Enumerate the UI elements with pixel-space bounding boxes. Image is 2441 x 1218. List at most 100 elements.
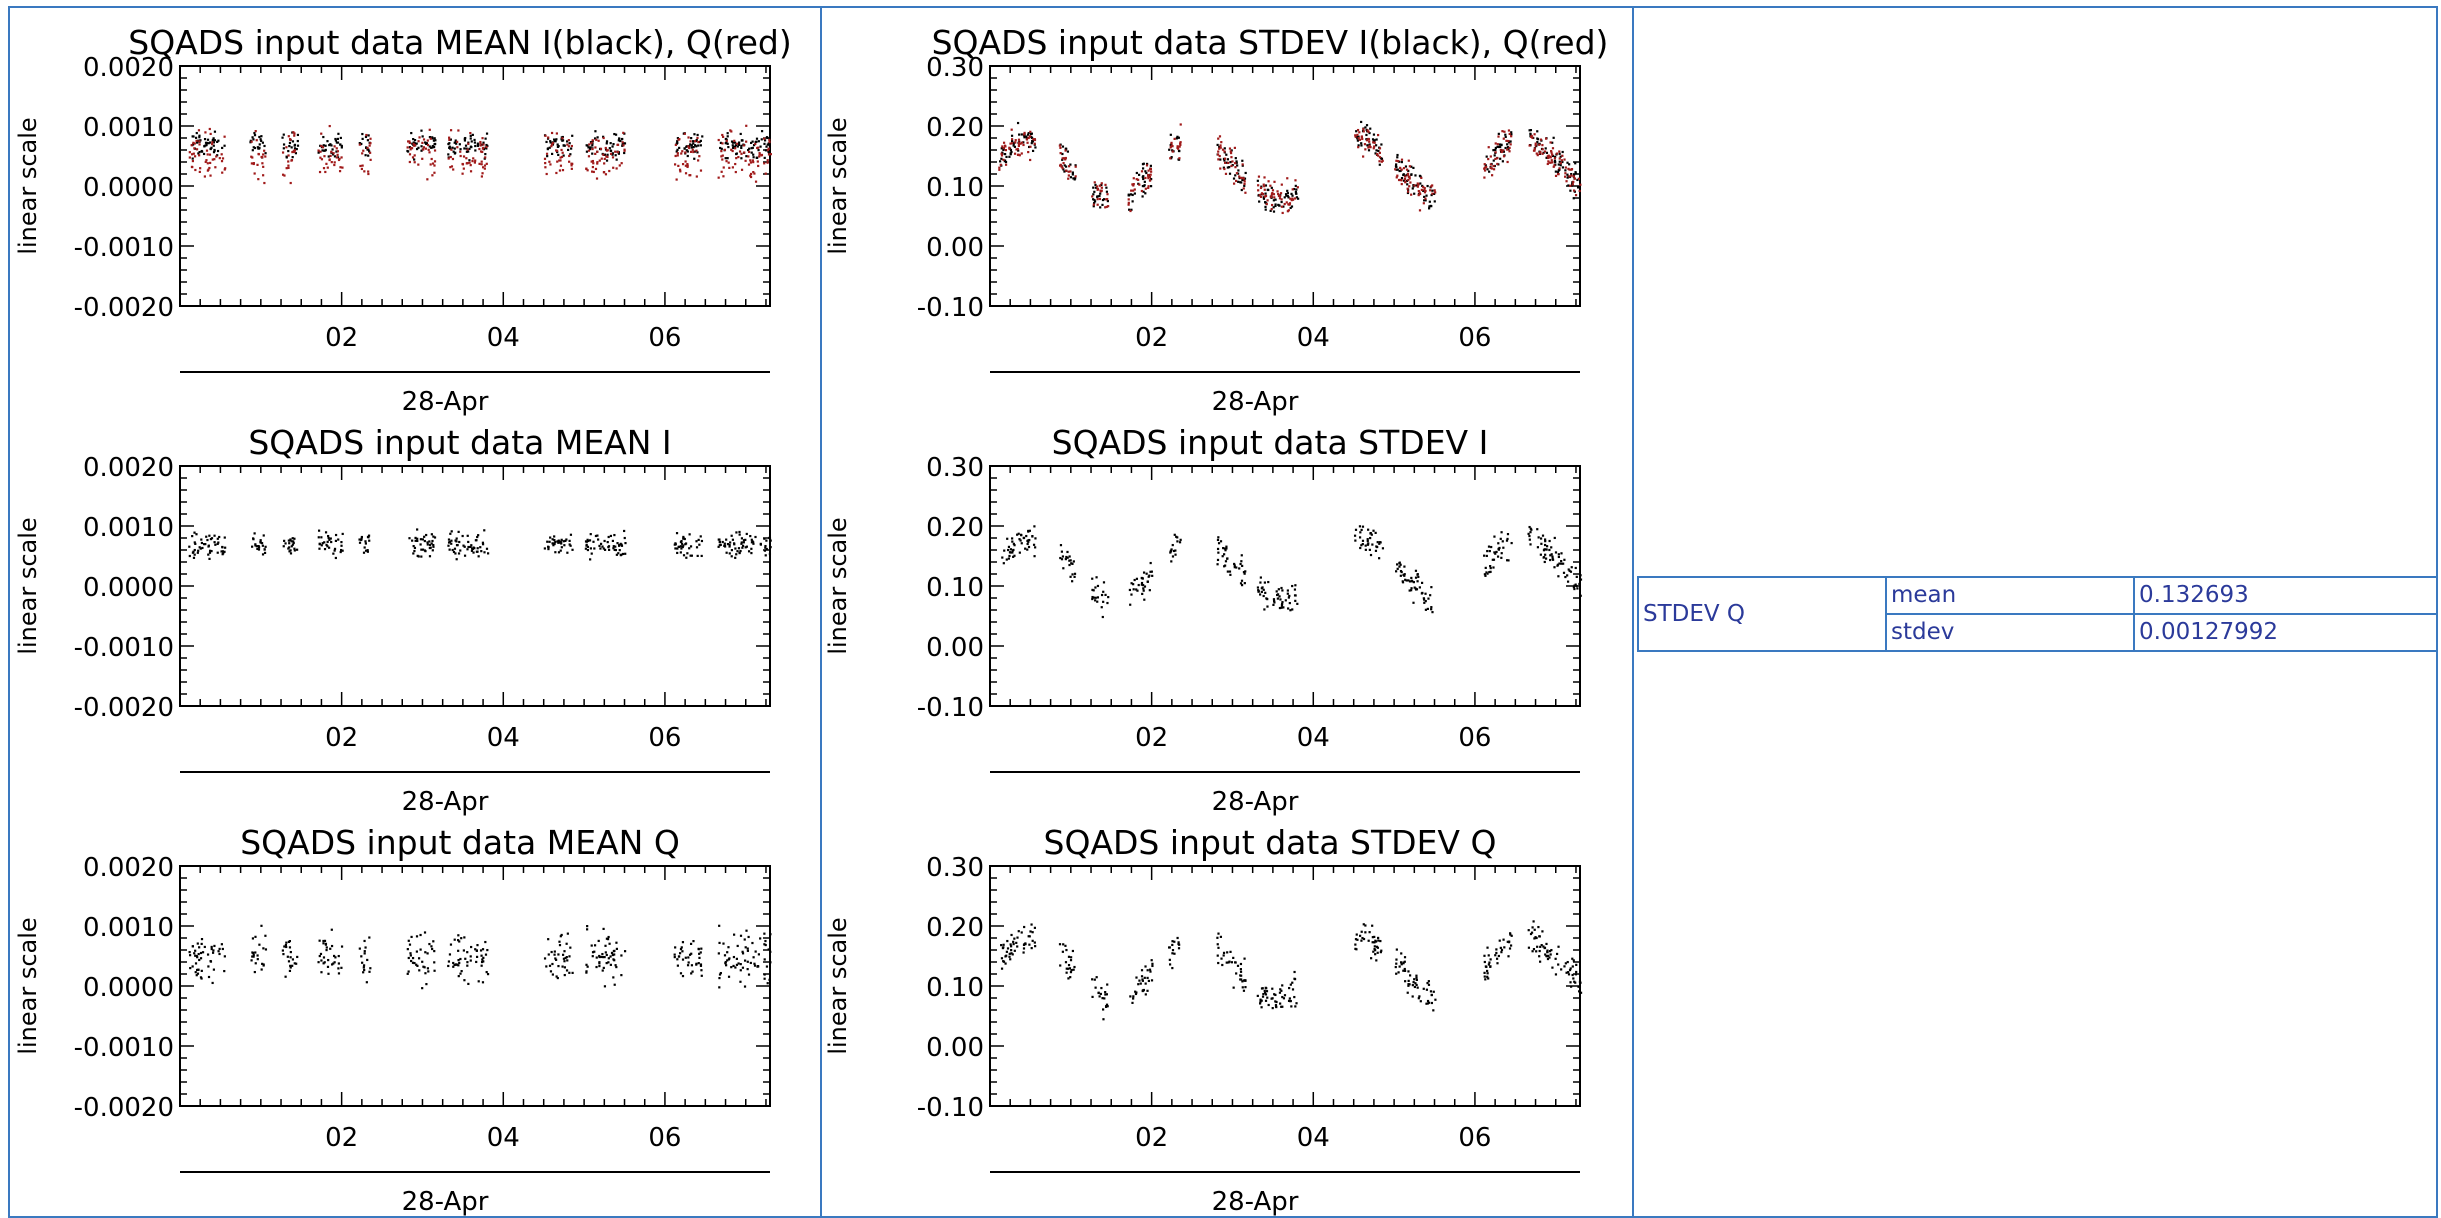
data-point bbox=[458, 540, 461, 544]
data-point bbox=[690, 972, 693, 975]
data-point bbox=[1149, 185, 1153, 188]
data-point bbox=[424, 951, 427, 954]
data-point bbox=[454, 151, 457, 154]
data-point bbox=[1410, 193, 1413, 196]
data-point bbox=[364, 542, 367, 545]
y-tick-label: 0.10 bbox=[926, 973, 984, 1003]
data-point bbox=[720, 147, 723, 150]
data-point bbox=[1398, 169, 1401, 173]
data-point bbox=[421, 548, 425, 551]
data-point bbox=[408, 141, 411, 145]
data-point bbox=[737, 547, 741, 550]
data-point bbox=[1485, 165, 1488, 169]
data-point bbox=[1289, 999, 1292, 1003]
data-point bbox=[467, 141, 470, 144]
data-point bbox=[337, 132, 340, 135]
data-point bbox=[431, 174, 434, 177]
data-point bbox=[725, 964, 728, 967]
data-point bbox=[361, 137, 364, 140]
data-point bbox=[757, 146, 760, 149]
data-point bbox=[1575, 584, 1578, 588]
data-point bbox=[676, 154, 679, 157]
data-point bbox=[699, 169, 703, 172]
data-point bbox=[1415, 983, 1418, 987]
data-point bbox=[1070, 969, 1073, 972]
data-point bbox=[1505, 539, 1509, 542]
data-point bbox=[558, 940, 561, 943]
data-point bbox=[1560, 552, 1563, 555]
data-point bbox=[1356, 139, 1359, 142]
data-point bbox=[336, 137, 339, 141]
data-point bbox=[197, 968, 200, 971]
data-point bbox=[1429, 594, 1432, 597]
data-point bbox=[1500, 150, 1503, 154]
data-point bbox=[251, 545, 254, 548]
data-point bbox=[1012, 942, 1015, 946]
data-point bbox=[368, 150, 371, 153]
x-tick-label: 02 bbox=[1135, 323, 1168, 353]
data-point bbox=[456, 146, 459, 149]
data-point bbox=[769, 933, 772, 936]
data-point bbox=[1012, 555, 1015, 558]
data-point bbox=[363, 950, 366, 953]
data-point bbox=[1395, 958, 1398, 961]
data-point bbox=[756, 160, 759, 163]
data-point bbox=[1403, 967, 1406, 971]
data-point bbox=[623, 142, 627, 145]
data-point bbox=[1022, 133, 1026, 136]
data-point bbox=[466, 964, 469, 967]
data-point bbox=[290, 159, 293, 162]
data-point bbox=[1399, 569, 1403, 573]
data-point bbox=[1169, 146, 1172, 149]
data-point bbox=[191, 965, 194, 968]
data-point bbox=[1235, 179, 1238, 183]
data-point bbox=[454, 141, 457, 144]
data-point bbox=[213, 148, 216, 152]
data-point bbox=[551, 973, 554, 976]
data-point bbox=[192, 556, 196, 559]
data-point bbox=[1149, 167, 1152, 171]
data-point bbox=[763, 156, 766, 159]
data-point bbox=[1563, 158, 1566, 161]
data-point bbox=[331, 153, 335, 156]
data-point bbox=[1430, 1001, 1434, 1005]
data-point bbox=[198, 546, 201, 549]
data-point bbox=[287, 960, 291, 963]
data-point bbox=[1236, 164, 1239, 167]
data-point bbox=[430, 542, 433, 545]
data-point bbox=[547, 545, 550, 548]
data-point bbox=[1288, 997, 1291, 1000]
data-point bbox=[449, 166, 452, 169]
data-point bbox=[738, 533, 741, 536]
data-point bbox=[1027, 545, 1031, 549]
data-point bbox=[207, 965, 210, 968]
data-point bbox=[1291, 988, 1295, 991]
data-point bbox=[1105, 198, 1108, 201]
data-point bbox=[754, 535, 757, 539]
data-point bbox=[1400, 963, 1403, 966]
data-point bbox=[1105, 993, 1108, 996]
data-point bbox=[767, 151, 771, 155]
data-point bbox=[449, 532, 452, 535]
data-point bbox=[724, 157, 727, 160]
data-point bbox=[419, 948, 422, 951]
data-point bbox=[1140, 969, 1144, 972]
data-point bbox=[612, 143, 615, 146]
data-point bbox=[415, 142, 418, 145]
data-point bbox=[467, 545, 470, 549]
data-point bbox=[614, 545, 617, 548]
data-point bbox=[555, 975, 558, 978]
data-point bbox=[1069, 959, 1073, 962]
data-point bbox=[594, 534, 598, 538]
data-point bbox=[763, 977, 766, 980]
data-point bbox=[1222, 954, 1225, 957]
data-point bbox=[1016, 533, 1019, 536]
data-point bbox=[426, 143, 430, 147]
data-point bbox=[1096, 584, 1100, 588]
data-point bbox=[412, 544, 415, 548]
data-point bbox=[212, 151, 216, 154]
data-point bbox=[456, 544, 459, 547]
data-point bbox=[1217, 551, 1220, 554]
data-point bbox=[469, 134, 472, 137]
data-point bbox=[1358, 131, 1361, 134]
